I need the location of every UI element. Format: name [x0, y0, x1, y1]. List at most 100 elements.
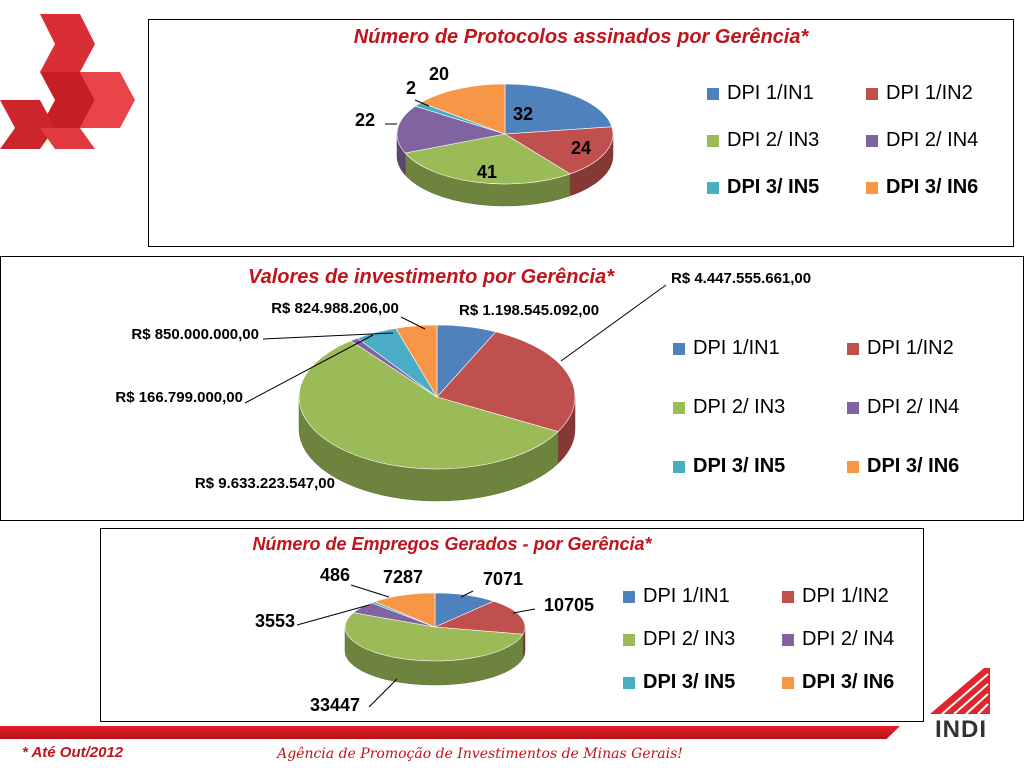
chart-title: Número de Protocolos assinados por Gerên…	[353, 26, 809, 48]
legend-item: DPI 1/IN1	[623, 585, 764, 608]
pie-slices	[344, 592, 526, 662]
pie-slice-4	[396, 105, 506, 154]
data-label: 33447	[310, 695, 360, 715]
pie-slices	[298, 324, 576, 470]
pie-chart-investments: R$ 1.198.545.092,00 R$ 4.447.555.661,00 R$…	[115, 270, 811, 502]
leader-line	[400, 316, 426, 330]
legend-label: DPI 3/ IN6	[867, 455, 960, 477]
data-label: R$ 9.633.223.547,00	[195, 475, 335, 492]
legend-item: DPI 3/ IN5	[673, 455, 829, 478]
legend-swatch	[623, 633, 635, 646]
legend-swatch	[673, 460, 685, 473]
legend-label: DPI 1/IN2	[802, 585, 889, 607]
legend-item: DPI 1/IN1	[673, 337, 829, 360]
legend-label: DPI 1/IN2	[886, 82, 973, 104]
data-label: 32	[513, 104, 533, 124]
agency-name: Agência de Promoção de Investimentos de …	[277, 746, 683, 762]
data-label: 41	[477, 162, 497, 182]
legend-swatch	[707, 134, 719, 147]
chart-title: Valores de investimento por Gerência*	[247, 266, 615, 288]
chart-panel-jobs: Número de Empregos Gerados - por Gerênci…	[100, 528, 924, 722]
legend-swatch	[847, 342, 859, 355]
pie-slice-3	[404, 133, 571, 185]
pie-slice-2	[504, 126, 614, 175]
chart-panel-protocols: Número de Protocolos assinados por Gerên…	[148, 19, 1014, 247]
data-label: R$ 4.447.555.661,00	[671, 270, 811, 287]
data-label: R$ 166.799.000,00	[115, 389, 243, 406]
legend-swatch	[866, 181, 878, 194]
leader-line	[460, 590, 474, 598]
legend-item: DPI 1/IN2	[782, 585, 923, 608]
decorative-logo-cubes	[0, 14, 135, 149]
legend-item: DPI 2/ IN4	[782, 628, 923, 651]
legend-label: DPI 2/ IN4	[886, 129, 979, 151]
legend-item: DPI 2/ IN3	[707, 129, 848, 152]
leader-line	[368, 678, 398, 708]
pie-slice-3	[344, 612, 524, 662]
legend-item: DPI 2/ IN3	[673, 396, 829, 419]
legend-swatch	[847, 460, 859, 473]
legend-swatch	[707, 181, 719, 194]
legend-label: DPI 1/IN1	[727, 82, 814, 104]
data-label: 7287	[383, 567, 423, 587]
data-label: 486	[320, 565, 350, 585]
legend: DPI 1/IN1 DPI 1/IN2 DPI 2/ IN3 DPI 2/ IN4 DP…	[673, 337, 1003, 478]
data-labels: 7071 10705 33447 3553 486 7287	[255, 565, 594, 715]
legend-swatch	[707, 87, 719, 100]
legend-label: DPI 2/ IN4	[802, 628, 895, 650]
legend-label: DPI 2/ IN3	[693, 396, 786, 418]
legend-label: DPI 1/IN1	[693, 337, 780, 359]
legend-label: DPI 3/ IN6	[802, 671, 895, 693]
data-label: 3553	[255, 611, 295, 631]
legend-swatch	[866, 134, 878, 147]
legend-label: DPI 2/ IN3	[643, 628, 736, 650]
legend-item: DPI 1/IN2	[866, 82, 1007, 105]
data-label: R$ 1.198.545.092,00	[459, 302, 599, 319]
chart-title: Número de Empregos Gerados - por Gerênci…	[252, 534, 652, 554]
data-labels: R$ 1.198.545.092,00 R$ 4.447.555.661,00 R$…	[115, 270, 811, 492]
pie-slice-6	[374, 592, 436, 628]
legend-item: DPI 3/ IN5	[707, 176, 848, 199]
data-label: R$ 850.000.000,00	[131, 326, 259, 343]
footer-bar	[0, 726, 900, 739]
legend-swatch	[866, 87, 878, 100]
legend-swatch	[623, 676, 635, 689]
legend-swatch	[782, 676, 794, 689]
pie-slice-6	[420, 83, 506, 135]
legend-item: DPI 2/ IN3	[623, 628, 764, 651]
legend-label: DPI 1/IN1	[643, 585, 730, 607]
leader-line	[244, 334, 374, 404]
pie-slice-6	[395, 324, 438, 399]
legend-label: DPI 2/ IN3	[727, 129, 820, 151]
legend-item: DPI 3/ IN6	[782, 671, 923, 694]
leader-line	[414, 99, 430, 107]
legend-swatch	[673, 401, 685, 414]
legend-swatch	[623, 590, 635, 603]
data-label: R$ 824.988.206,00	[271, 300, 399, 317]
legend-item: DPI 2/ IN4	[847, 396, 1003, 419]
legend-swatch	[847, 401, 859, 414]
leader-line	[560, 284, 667, 362]
data-label: 24	[571, 138, 591, 158]
data-label: 22	[355, 110, 375, 130]
legend-swatch	[782, 633, 794, 646]
legend-item: DPI 1/IN2	[847, 337, 1003, 360]
pie-chart-jobs: 7071 10705 33447 3553 486 7287	[255, 565, 594, 715]
data-label: 20	[429, 64, 449, 84]
chart-panel-investments: Valores de investimento por Gerência* R$…	[0, 256, 1024, 521]
legend-item: DPI 3/ IN5	[623, 671, 764, 694]
leader-line	[296, 604, 370, 626]
legend-item: DPI 1/IN1	[707, 82, 848, 105]
legend-label: DPI 1/IN2	[867, 337, 954, 359]
leader-line	[512, 608, 536, 614]
pie-slices	[396, 83, 614, 185]
pie-slice-2	[434, 600, 526, 635]
legend-label: DPI 3/ IN5	[643, 671, 736, 693]
leader-line	[262, 332, 394, 340]
indi-logo-icon	[930, 668, 990, 715]
legend-item: DPI 3/ IN6	[866, 176, 1007, 199]
footnote: * Até Out/2012	[22, 744, 124, 761]
data-label: 10705	[544, 595, 594, 615]
